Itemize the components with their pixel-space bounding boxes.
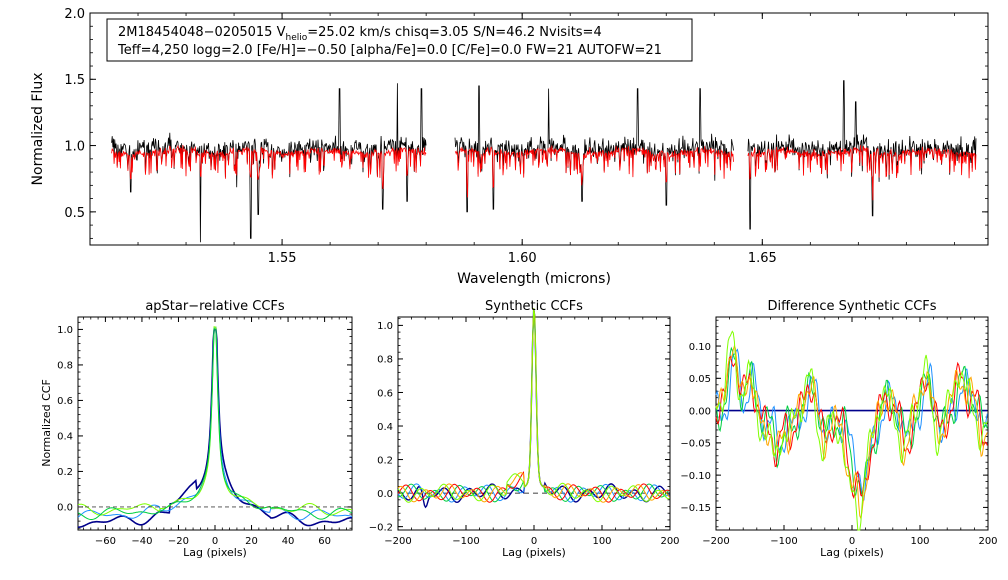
apstar-ccf-y-axis-label: Normalized CCF [40,379,53,467]
x-tick-label: −100 [452,536,479,547]
difference-ccf-series [715,330,988,531]
x-tick-label: −60 [95,536,116,547]
y-tick-label: 0.0 [57,503,73,514]
difference-ccf-line-visit-4 [715,355,988,499]
y-tick-label: 0.0 [377,489,393,500]
y-tick-label: 0.2 [377,455,393,466]
apstar-ccf-panel: −60 −40 −20 0 20 40 60 0.0 0.2 0.4 0.6 0.8 1.0 apSta… [40,299,353,559]
synthetic-ccf-line-visit-6 [397,308,670,503]
y-tick-label: 0.2 [57,467,73,478]
apstar-ccf-line-visit-4 [77,327,353,520]
x-tick-label: 0 [531,536,537,547]
x-tick-label: −200 [702,536,729,547]
info-box [106,18,693,62]
synthetic-ccf-line-visit-3 [397,308,670,503]
y-tick-label: 1.0 [57,325,73,336]
difference-ccf-panel: −200 −100 0 100 200 −0.15 −0.10 −0.05 0.00 0.05 0.… [680,299,997,559]
y-tick-label: 0.8 [57,361,73,372]
apstar-ccf-x-axis-label: Lag (pixels) [183,546,247,559]
x-tick-label: 100 [910,536,929,547]
y-tick-label: 2.0 [64,7,85,22]
synthetic-ccf-title: Synthetic CCFs [485,299,583,314]
x-tick-label: 0 [212,536,218,547]
synthetic-ccf-line-visit-1 [397,308,670,509]
x-tick-label: 40 [282,536,295,547]
synthetic-ccf-x-axis-label: Lag (pixels) [502,546,566,559]
apstar-ccf-ticks: −60 −40 −20 0 20 40 60 0.0 0.2 0.4 0.6 0.8 1.0 [57,317,352,547]
x-tick-label: −40 [131,536,152,547]
y-tick-label: 0.8 [377,355,393,366]
y-tick-label: 0.6 [377,388,393,399]
info-subscript: helio [285,33,307,43]
spectrum-plot-frame [89,12,989,246]
model-spectrum-line [111,144,977,201]
x-tick-label: 0 [849,536,855,547]
x-tick-label: 1.60 [508,251,537,266]
y-tick-label: 0.05 [689,374,711,385]
y-tick-label: 0.5 [64,206,85,221]
y-tick-label: 0.10 [689,342,711,353]
info-star-params: =25.02 km/s chisq=3.05 S/N=46.2 Nvisits=… [307,25,602,40]
y-tick-label: 0.00 [689,406,711,417]
y-tick-label: −0.15 [680,503,711,514]
x-tick-label: 1.65 [748,251,777,266]
apstar-ccf-title: apStar−relative CCFs [145,299,285,314]
difference-ccf-line-visit-6 [715,330,988,531]
x-tick-label: −20 [168,536,189,547]
synthetic-ccf-ticks: −200 −100 0 100 200 −0.2 0.0 0.2 0.4 0.6 0.8 1.0 [369,317,680,547]
y-tick-label: 1.0 [64,140,85,155]
difference-ccf-x-axis-label: Lag (pixels) [820,546,884,559]
y-tick-label: 1.0 [377,321,393,332]
y-tick-label: 1.5 [64,73,85,88]
info-line-1: 2M18454048−0205015 Vhelio=25.02 km/s chi… [118,25,602,43]
synthetic-ccf-line-visit-5 [397,308,670,503]
spectrum-y-axis-label: Normalized Flux [30,73,46,186]
spectrum-ticks: 1.55 1.60 1.65 0.5 1.0 1.5 2.0 [64,7,988,266]
apstar-ccf-series [77,326,353,528]
x-tick-label: 200 [660,536,679,547]
y-tick-label: 0.4 [57,432,73,443]
x-tick-label: 1.55 [268,251,297,266]
difference-ccf-line-visit-3 [715,346,988,497]
y-tick-label: 0.6 [57,396,73,407]
x-tick-label: −100 [770,536,797,547]
apstar-ccf-frame [77,316,353,531]
difference-ccf-line-visit-5 [715,344,988,520]
synthetic-ccf-line-visit-2 [397,308,670,503]
x-tick-label: 200 [978,536,997,547]
synthetic-ccf-panel: −200 −100 0 100 200 −0.2 0.0 0.2 0.4 0.6 0.8 1.0 Sy… [369,299,680,559]
difference-ccf-title: Difference Synthetic CCFs [767,299,936,314]
info-line-2: Teff=4,250 logg=2.0 [Fe/H]=−0.50 [alpha/… [117,43,662,58]
spectrum-panel: 1.55 1.60 1.65 0.5 1.0 1.5 2.0 2M18454048−0205… [30,7,989,287]
y-tick-label: −0.05 [680,439,711,450]
apstar-ccf-line-visit-1 [78,327,353,528]
observed-spectrum-line [111,80,977,243]
info-star-id: 2M18454048−0205015 V [118,25,286,40]
y-tick-label: −0.10 [680,471,711,482]
x-tick-label: 60 [318,536,331,547]
y-tick-label: −0.2 [369,522,393,533]
y-tick-label: 0.4 [377,422,393,433]
spectrum-x-axis-label: Wavelength (microns) [457,271,611,287]
spectrum-series [111,80,977,243]
apstar-ccf-line-visit-3 [77,326,353,516]
x-tick-label: 100 [592,536,611,547]
x-tick-label: 20 [245,536,258,547]
difference-ccf-ticks: −200 −100 0 100 200 −0.15 −0.10 −0.05 0.00 0.05 0.… [680,317,998,547]
difference-ccf-line-visit-2 [715,348,988,502]
synthetic-ccf-series [397,308,670,509]
synthetic-ccf-line-visit-4 [397,308,670,503]
x-tick-label: −200 [384,536,411,547]
apstar-ccf-line-visit-2 [77,326,353,521]
